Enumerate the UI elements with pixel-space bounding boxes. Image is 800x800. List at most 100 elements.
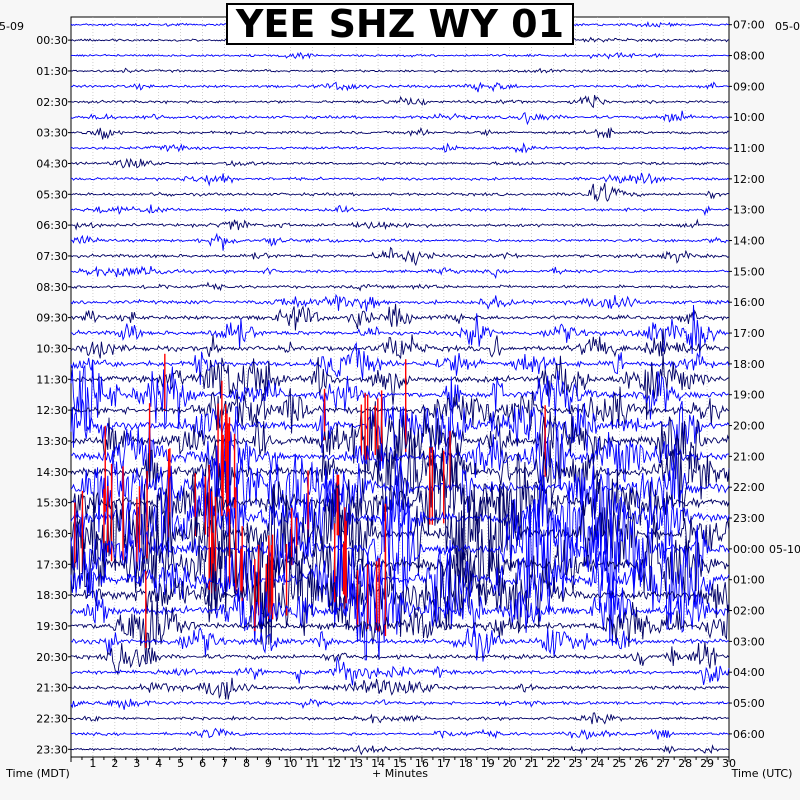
left-time-label: 01:30	[36, 65, 68, 78]
right-time-label: 16:00	[733, 296, 765, 309]
time-labels: 00:30 01:30 02:30 03:30 04:30 05:30 06:30 07:30…	[0, 19, 800, 757]
seismic-trace	[70, 328, 730, 359]
x-axis: 1 2 3 4 5 6 7 8 9 10 11 12 13 14 15 16 17 18 19 20 21 22 23 24 2…	[5, 757, 792, 780]
x-tick-label: 1	[89, 757, 96, 770]
seismic-trace	[70, 67, 730, 74]
seismic-trace	[70, 94, 730, 109]
right-time-label: 06:00	[733, 728, 765, 741]
seismic-trace	[70, 51, 730, 60]
seismic-trace	[70, 218, 730, 231]
seismic-trace	[70, 677, 730, 700]
seismic-trace	[70, 341, 730, 385]
x-tick-label: 13	[349, 757, 363, 770]
x-tick-label: 19	[481, 757, 495, 770]
seismic-trace	[70, 265, 730, 280]
right-time-label: 10:00	[733, 111, 765, 124]
x-tick-label: 3	[133, 757, 140, 770]
x-tick-label: 8	[243, 757, 250, 770]
left-time-label: 15:30	[36, 497, 68, 510]
right-time-label: 04:00	[733, 666, 765, 679]
seismic-trace	[70, 126, 730, 140]
left-time-label: 02:30	[36, 96, 68, 109]
seismic-trace	[70, 182, 730, 203]
seismic-trace	[70, 401, 730, 489]
seismic-trace	[70, 594, 730, 662]
seismic-trace	[70, 434, 730, 522]
right-time-label: 12:00	[733, 173, 765, 186]
right-time-label: 19:00	[733, 389, 765, 402]
x-tick-label: 24	[590, 757, 604, 770]
right-time-label: 18:00	[733, 358, 765, 371]
seismic-trace	[70, 157, 730, 169]
right-axis-label: Time (UTC)	[731, 767, 793, 780]
right-time-label: 22:00	[733, 481, 765, 494]
traces	[70, 19, 730, 756]
left-time-label: 21:30	[36, 682, 68, 695]
left-time-label: 20:30	[36, 651, 68, 664]
left-time-label: 18:30	[36, 589, 68, 602]
x-tick-label: 23	[568, 757, 582, 770]
x-tick-label: 25	[612, 757, 626, 770]
left-time-label: 23:30	[36, 743, 68, 756]
right-time-label: 08:00	[733, 50, 765, 63]
left-time-label: 22:30	[36, 712, 68, 725]
seismic-trace	[70, 172, 730, 187]
x-tick-label: 21	[525, 757, 539, 770]
seismic-trace	[70, 204, 730, 217]
x-tick-label: 2	[111, 757, 118, 770]
seismic-trace	[70, 627, 730, 662]
left-time-label: 04:30	[36, 157, 68, 170]
seismic-trace	[70, 376, 730, 475]
right-time-label: 17:00	[733, 327, 765, 340]
seismic-trace	[70, 468, 730, 568]
right-time-label: 23:00	[733, 512, 765, 525]
left-axis-label: Time (MDT)	[5, 767, 70, 780]
right-time-label: 05:00	[733, 697, 765, 710]
left-time-label: 16:30	[36, 527, 68, 540]
right-time-label: 20:00	[733, 420, 765, 433]
x-tick-label: 26	[634, 757, 648, 770]
x-tick-label: 4	[155, 757, 162, 770]
seismic-trace	[70, 303, 730, 331]
x-tick-label: 28	[678, 757, 692, 770]
seismic-trace	[70, 440, 730, 537]
seismic-trace	[70, 293, 730, 312]
seismic-trace	[70, 727, 730, 740]
left-time-label: 17:30	[36, 558, 68, 571]
left-time-label: 03:30	[36, 127, 68, 140]
seismic-trace	[70, 246, 730, 267]
right-time-label: 14:00	[733, 235, 765, 248]
left-date-label: 05-09	[0, 20, 24, 33]
left-time-label: 00:30	[36, 34, 68, 47]
seismic-trace	[70, 232, 730, 251]
left-time-label: 09:30	[36, 312, 68, 325]
seismic-trace	[70, 451, 730, 553]
left-time-label: 05:30	[36, 188, 68, 201]
seismic-trace	[70, 281, 730, 292]
x-tick-label: 7	[221, 757, 228, 770]
seismic-trace	[70, 641, 730, 676]
right-time-label: 11:00	[733, 142, 765, 155]
right-time-label: 02:00	[733, 605, 765, 618]
x-tick-label: 27	[656, 757, 670, 770]
left-time-label: 06:30	[36, 219, 68, 232]
right-time-label: 03:00	[733, 635, 765, 648]
right-date-label: 05-09	[775, 20, 800, 33]
x-tick-label: 11	[305, 757, 319, 770]
left-time-label: 12:30	[36, 404, 68, 417]
seismic-trace	[70, 499, 730, 599]
right-time-label: 01:00	[733, 574, 765, 587]
left-time-label: 10:30	[36, 342, 68, 355]
x-tick-label: 20	[503, 757, 517, 770]
seismic-trace	[70, 514, 730, 615]
x-tick-label: 9	[265, 757, 272, 770]
station-title: YEE SHZ WY 01	[226, 3, 574, 45]
seismic-trace	[71, 744, 730, 756]
x-tick-label: 22	[547, 757, 561, 770]
left-time-label: 13:30	[36, 435, 68, 448]
x-tick-label: 6	[199, 757, 206, 770]
right-time-label: 15:00	[733, 265, 765, 278]
x-tick-label: 5	[177, 757, 184, 770]
